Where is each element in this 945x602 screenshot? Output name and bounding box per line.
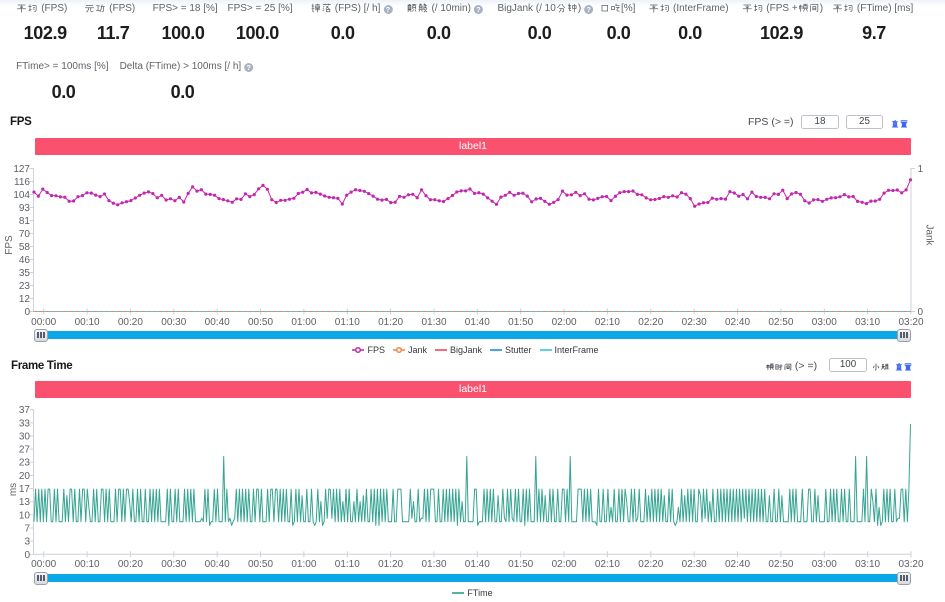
svg-text:00:30: 00:30 bbox=[161, 317, 186, 328]
svg-text:00:50: 00:50 bbox=[248, 559, 273, 570]
svg-text:01:00: 01:00 bbox=[291, 559, 316, 570]
svg-text:03:10: 03:10 bbox=[855, 317, 880, 328]
svg-text:20: 20 bbox=[19, 471, 31, 482]
svg-text:70: 70 bbox=[19, 229, 31, 240]
svg-text:FPS: FPS bbox=[4, 235, 15, 255]
svg-text:81: 81 bbox=[19, 216, 31, 227]
svg-text:01:40: 01:40 bbox=[465, 317, 490, 328]
svg-text:00:00: 00:00 bbox=[31, 317, 56, 328]
svg-text:58: 58 bbox=[19, 242, 31, 253]
svg-text:01:20: 01:20 bbox=[378, 559, 403, 570]
svg-text:00:00: 00:00 bbox=[31, 559, 56, 570]
svg-text:02:40: 02:40 bbox=[725, 559, 750, 570]
svg-text:116: 116 bbox=[14, 177, 30, 188]
svg-text:01:10: 01:10 bbox=[335, 559, 360, 570]
svg-text:02:40: 02:40 bbox=[725, 317, 750, 328]
svg-text:00:20: 00:20 bbox=[118, 317, 143, 328]
svg-text:46: 46 bbox=[19, 255, 31, 266]
svg-text:01:20: 01:20 bbox=[378, 317, 403, 328]
svg-text:127: 127 bbox=[13, 164, 30, 175]
svg-text:03:20: 03:20 bbox=[898, 317, 923, 328]
svg-text:3: 3 bbox=[24, 537, 30, 548]
svg-text:104: 104 bbox=[13, 190, 30, 201]
svg-text:00:10: 00:10 bbox=[75, 317, 100, 328]
svg-text:Jank: Jank bbox=[924, 224, 935, 246]
svg-text:35: 35 bbox=[19, 268, 31, 279]
svg-text:00:40: 00:40 bbox=[205, 317, 230, 328]
svg-text:0: 0 bbox=[24, 307, 30, 318]
svg-text:00:50: 00:50 bbox=[248, 317, 273, 328]
svg-text:1: 1 bbox=[918, 164, 924, 175]
svg-text:02:30: 02:30 bbox=[682, 317, 707, 328]
svg-text:02:00: 02:00 bbox=[552, 559, 577, 570]
svg-text:ms: ms bbox=[8, 483, 19, 496]
svg-text:00:10: 00:10 bbox=[75, 559, 100, 570]
svg-text:0: 0 bbox=[918, 307, 924, 318]
svg-text:01:30: 01:30 bbox=[421, 559, 446, 570]
svg-text:13: 13 bbox=[19, 497, 31, 508]
svg-text:12: 12 bbox=[19, 294, 31, 305]
svg-text:03:10: 03:10 bbox=[855, 559, 880, 570]
svg-text:23: 23 bbox=[19, 281, 31, 292]
svg-text:01:50: 01:50 bbox=[508, 559, 533, 570]
svg-text:02:10: 02:10 bbox=[595, 317, 620, 328]
svg-text:02:30: 02:30 bbox=[682, 559, 707, 570]
svg-text:00:30: 00:30 bbox=[161, 559, 186, 570]
svg-text:02:20: 02:20 bbox=[638, 317, 663, 328]
svg-text:93: 93 bbox=[19, 203, 31, 214]
svg-text:00:40: 00:40 bbox=[205, 559, 230, 570]
svg-text:23: 23 bbox=[19, 458, 31, 469]
svg-text:33: 33 bbox=[19, 418, 31, 429]
svg-text:00:20: 00:20 bbox=[118, 559, 143, 570]
svg-text:01:00: 01:00 bbox=[291, 317, 316, 328]
svg-text:7: 7 bbox=[24, 524, 30, 535]
svg-text:03:20: 03:20 bbox=[898, 559, 923, 570]
svg-text:01:30: 01:30 bbox=[421, 317, 446, 328]
svg-text:03:00: 03:00 bbox=[812, 559, 837, 570]
svg-text:02:20: 02:20 bbox=[638, 559, 663, 570]
svg-text:01:50: 01:50 bbox=[508, 317, 533, 328]
svg-text:01:40: 01:40 bbox=[465, 559, 490, 570]
svg-text:17: 17 bbox=[19, 484, 31, 495]
svg-text:02:50: 02:50 bbox=[768, 559, 793, 570]
svg-text:02:50: 02:50 bbox=[768, 317, 793, 328]
svg-text:30: 30 bbox=[19, 431, 31, 442]
svg-text:0: 0 bbox=[24, 550, 30, 561]
svg-text:01:10: 01:10 bbox=[335, 317, 360, 328]
svg-text:03:00: 03:00 bbox=[812, 317, 837, 328]
svg-text:37: 37 bbox=[19, 405, 31, 416]
svg-text:02:10: 02:10 bbox=[595, 559, 620, 570]
svg-text:02:00: 02:00 bbox=[552, 317, 577, 328]
svg-text:10: 10 bbox=[19, 510, 31, 521]
svg-text:27: 27 bbox=[19, 445, 31, 456]
